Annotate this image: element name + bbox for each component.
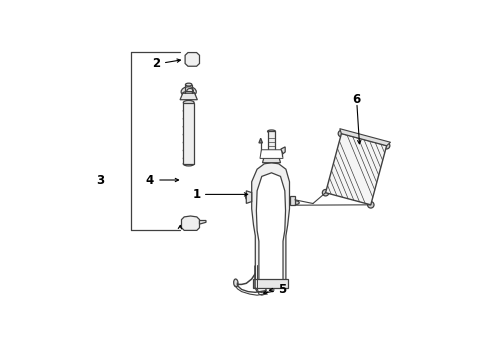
- Text: 1: 1: [193, 188, 201, 201]
- Circle shape: [383, 143, 389, 149]
- Ellipse shape: [267, 130, 275, 133]
- Polygon shape: [267, 131, 275, 156]
- Text: 2: 2: [152, 57, 160, 69]
- Polygon shape: [251, 163, 289, 288]
- Ellipse shape: [183, 91, 194, 95]
- Polygon shape: [325, 134, 386, 205]
- Polygon shape: [339, 129, 390, 146]
- Polygon shape: [253, 279, 287, 288]
- Ellipse shape: [183, 100, 194, 105]
- Polygon shape: [260, 150, 283, 158]
- Circle shape: [367, 202, 373, 208]
- Polygon shape: [246, 191, 251, 203]
- Circle shape: [261, 280, 266, 285]
- Polygon shape: [280, 147, 285, 154]
- Polygon shape: [185, 53, 199, 66]
- Ellipse shape: [186, 89, 193, 93]
- Polygon shape: [180, 93, 197, 100]
- Polygon shape: [183, 103, 194, 164]
- Ellipse shape: [183, 162, 194, 166]
- Text: 4: 4: [144, 174, 153, 186]
- Ellipse shape: [264, 154, 278, 158]
- Circle shape: [338, 130, 344, 137]
- Polygon shape: [289, 196, 294, 205]
- Text: 5: 5: [278, 283, 286, 296]
- Polygon shape: [199, 220, 205, 224]
- Circle shape: [322, 189, 328, 196]
- Ellipse shape: [292, 201, 299, 204]
- Ellipse shape: [181, 87, 196, 97]
- Text: 3: 3: [96, 174, 104, 186]
- Polygon shape: [262, 156, 280, 163]
- Ellipse shape: [185, 83, 192, 86]
- Ellipse shape: [233, 279, 238, 287]
- Text: 6: 6: [352, 93, 360, 105]
- Polygon shape: [258, 138, 262, 143]
- Polygon shape: [256, 173, 285, 281]
- Polygon shape: [181, 216, 199, 230]
